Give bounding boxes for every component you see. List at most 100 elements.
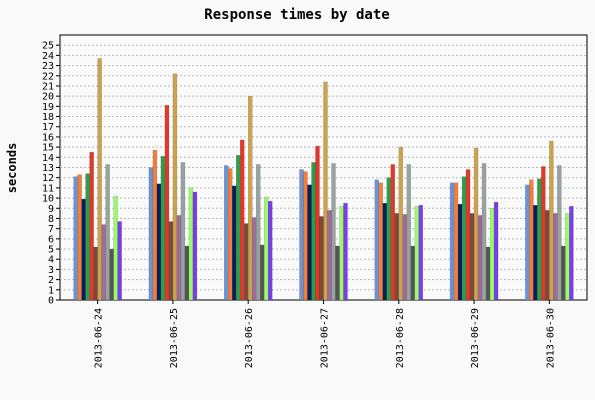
bar (374, 179, 379, 301)
bar (533, 205, 538, 301)
bars (73, 58, 574, 301)
y-tick-label: 19 (42, 102, 54, 113)
y-tick-label: 9 (48, 204, 54, 215)
y-tick-label: 10 (42, 194, 54, 205)
x-tick-label: 2013-06-26 (244, 308, 255, 368)
bar (418, 205, 423, 301)
bar (260, 244, 265, 301)
bar (160, 156, 166, 301)
bar (224, 165, 229, 301)
bar (378, 182, 383, 301)
bar (481, 163, 487, 301)
y-tick-label: 16 (42, 132, 54, 143)
bar (152, 149, 158, 301)
bar (81, 198, 86, 301)
bar (477, 215, 483, 301)
y-tick-label: 15 (42, 143, 54, 154)
bar (105, 164, 110, 301)
bar (327, 210, 332, 301)
bar (307, 184, 312, 301)
bar (93, 246, 98, 301)
bar (565, 213, 570, 301)
y-tick-label: 18 (42, 112, 54, 123)
bar (192, 191, 198, 301)
bar (323, 81, 328, 301)
y-tick-label: 8 (48, 214, 54, 225)
x-tick-label: 2013-06-29 (470, 308, 481, 368)
chart-title: Response times by date (204, 7, 389, 23)
y-tick-label: 2 (48, 275, 54, 286)
y-tick-label: 0 (48, 296, 54, 307)
bar (188, 187, 194, 301)
x-tick-label: 2013-06-28 (395, 308, 406, 368)
bar (331, 163, 336, 301)
bar (89, 152, 94, 301)
bar (461, 176, 467, 301)
bar (537, 178, 542, 301)
bar (561, 245, 566, 301)
y-tick-label: 23 (42, 61, 54, 72)
y-tick-label: 5 (48, 245, 54, 256)
bar (248, 95, 253, 301)
bar (176, 215, 182, 301)
bar (117, 221, 122, 301)
bar (394, 213, 399, 301)
y-tick-label: 7 (48, 224, 54, 235)
y-tick-label: 11 (42, 183, 54, 194)
y-tick-label: 3 (48, 265, 54, 276)
bar (457, 203, 463, 301)
y-tick-label: 6 (48, 234, 54, 245)
bar (339, 206, 344, 301)
bar (493, 201, 499, 301)
bar (398, 146, 403, 301)
bar (97, 58, 102, 301)
y-tick-label: 22 (42, 71, 54, 82)
bar (469, 213, 475, 301)
bar (386, 177, 391, 301)
bar (541, 166, 546, 301)
bar (156, 183, 162, 301)
bar (489, 208, 495, 301)
bar (299, 169, 304, 301)
y-tick-label: 20 (42, 92, 54, 103)
bar (525, 184, 530, 301)
bar (406, 164, 411, 301)
bar (264, 196, 269, 301)
bar (244, 223, 249, 301)
bar (465, 169, 471, 301)
y-tick-label: 25 (42, 41, 54, 52)
y-tick-label: 24 (42, 51, 54, 62)
x-axis-ticks: 2013-06-24 2013-06-25 2013-06-26 2013-06-27… (94, 300, 556, 368)
bar (184, 245, 190, 301)
bar (303, 171, 308, 301)
bar (414, 206, 419, 301)
y-tick-label: 21 (42, 81, 54, 92)
bar (545, 210, 550, 301)
bar (390, 164, 395, 301)
bar (319, 216, 324, 301)
bar (473, 147, 479, 301)
bar (557, 165, 562, 301)
y-tick-label: 1 (48, 285, 54, 296)
bar (172, 73, 178, 301)
bar (73, 176, 78, 301)
bar (549, 140, 554, 301)
bar (335, 245, 340, 301)
y-axis-ticks: 0123456789101112131415161718192021222324… (42, 41, 60, 307)
bar (180, 162, 186, 301)
x-tick-label: 2013-06-24 (94, 308, 105, 368)
bar (168, 221, 174, 301)
bar (268, 200, 273, 301)
y-tick-label: 14 (42, 153, 54, 164)
bar (315, 145, 320, 301)
y-tick-label: 17 (42, 122, 54, 133)
bar (109, 248, 114, 301)
bar (228, 168, 233, 301)
x-tick-label: 2013-06-27 (320, 308, 331, 368)
y-tick-label: 13 (42, 163, 54, 174)
bar (236, 155, 241, 301)
bar (148, 167, 154, 301)
bar (164, 105, 170, 301)
